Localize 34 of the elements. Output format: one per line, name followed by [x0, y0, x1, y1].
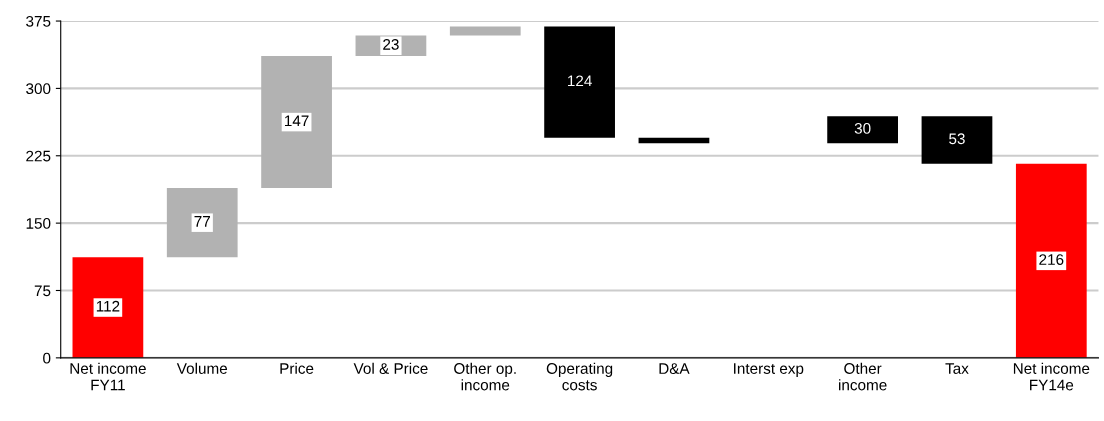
bar — [261, 56, 332, 189]
x-tick-label: Tax — [945, 363, 969, 374]
x-tick-label: Net income FY11 — [70, 362, 146, 391]
data-label: 147 — [285, 115, 309, 127]
data-label: 112 — [96, 300, 120, 312]
data-label: 30 — [854, 123, 871, 134]
x-tick-label: Other op. income — [454, 362, 516, 391]
data-label: 124 — [568, 75, 592, 87]
x-tick-label: Price — [280, 362, 314, 374]
bar — [638, 137, 710, 144]
y-tick-label: 300 — [26, 83, 51, 95]
data-label: 53 — [949, 133, 965, 145]
bar — [166, 188, 238, 258]
x-tick-label: Volume — [176, 362, 228, 374]
bar — [544, 26, 615, 138]
x-tick-label: Net income FY14e — [1013, 362, 1090, 391]
y-tick-label: 375 — [26, 15, 51, 27]
data-label: 77 — [194, 216, 210, 227]
x-tick-label: Interst exp — [734, 363, 804, 377]
x-tick-label: D&A — [659, 363, 690, 374]
bar — [921, 116, 993, 164]
data-label: 216 — [1039, 254, 1064, 265]
bar — [449, 26, 521, 36]
x-tick-label: Operating costs — [546, 362, 613, 391]
bar — [827, 116, 898, 144]
bar — [1015, 163, 1087, 358]
x-tick-label: Other income — [839, 362, 887, 391]
data-label: 23 — [383, 39, 399, 50]
y-tick-label: 225 — [26, 150, 51, 162]
y-tick-label: 75 — [34, 285, 51, 297]
bar — [72, 257, 144, 358]
y-tick-label: 0 — [43, 352, 51, 364]
y-tick-label: 150 — [26, 218, 51, 229]
x-tick-label: Vol & Price — [353, 362, 428, 374]
